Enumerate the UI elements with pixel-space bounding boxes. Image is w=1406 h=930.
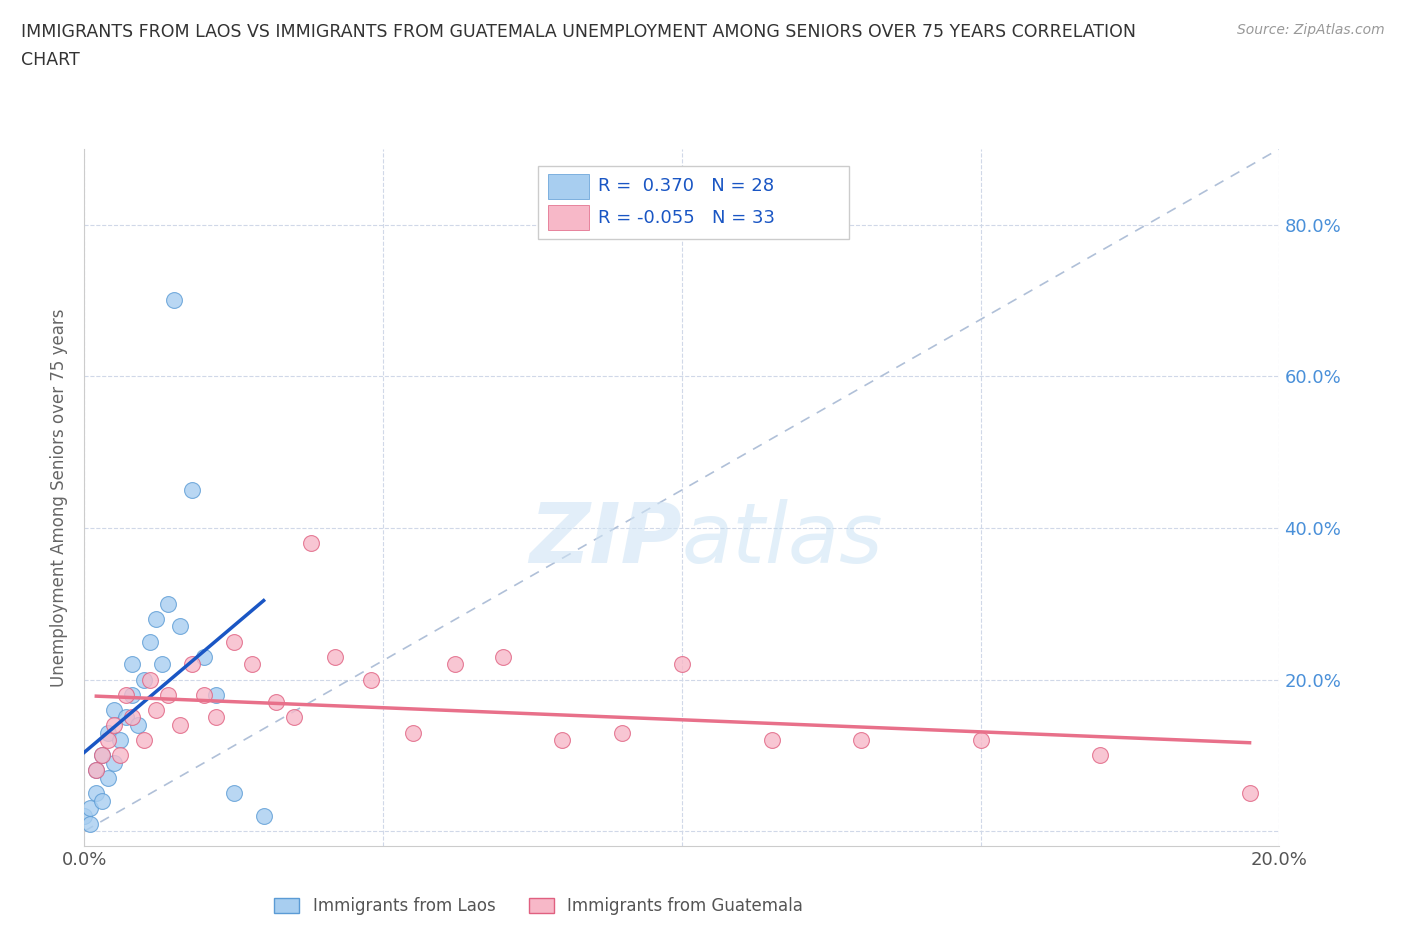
Point [169,718,191,733]
Text: R =  0.370   N = 28: R = 0.370 N = 28 [599,178,775,195]
Point [849,733,872,748]
Point [139,672,162,687]
Point [444,657,467,671]
Point [157,687,180,702]
Point [103,702,125,717]
Point [222,634,245,649]
Point [205,687,228,702]
Point [91,748,114,763]
Text: ZIP: ZIP [529,498,682,580]
Point [761,733,783,748]
Point [551,733,574,748]
Point [110,748,132,763]
Point [301,536,323,551]
Point [264,695,287,710]
FancyBboxPatch shape [548,174,589,199]
Point [150,657,173,671]
Point [86,786,108,801]
Text: R = -0.055   N = 33: R = -0.055 N = 33 [599,209,775,227]
Point [145,611,167,626]
Y-axis label: Unemployment Among Seniors over 75 years: Unemployment Among Seniors over 75 years [51,309,69,686]
Point [103,718,125,733]
Point [132,733,156,748]
Point [970,733,993,748]
Point [492,649,515,664]
FancyBboxPatch shape [548,206,589,231]
Point [73,808,96,823]
Point [180,483,204,498]
Point [163,293,186,308]
Point [145,702,167,717]
Point [402,725,425,740]
Point [97,771,120,786]
Point [360,672,382,687]
Legend: Immigrants from Laos, Immigrants from Guatemala: Immigrants from Laos, Immigrants from Gu… [267,890,810,922]
Point [79,817,101,831]
Point [180,657,204,671]
Point [91,748,114,763]
Point [121,687,143,702]
Point [253,808,276,823]
Point [169,619,191,634]
Point [323,649,347,664]
Point [671,657,693,671]
Point [115,687,138,702]
Point [193,649,215,664]
Point [121,657,143,671]
Point [121,710,143,724]
Point [97,733,120,748]
Point [283,710,305,724]
Point [86,763,108,777]
Point [157,596,180,611]
Point [79,801,101,816]
Point [110,733,132,748]
Text: CHART: CHART [21,51,80,69]
FancyBboxPatch shape [538,166,849,240]
Point [1239,786,1261,801]
Point [127,718,149,733]
Point [115,710,138,724]
Point [240,657,263,671]
Point [610,725,633,740]
Text: atlas: atlas [682,498,883,580]
Point [91,793,114,808]
Point [86,763,108,777]
Point [1090,748,1112,763]
Point [193,687,215,702]
Point [222,786,245,801]
Point [132,672,156,687]
Point [205,710,228,724]
Text: Source: ZipAtlas.com: Source: ZipAtlas.com [1237,23,1385,37]
Point [97,725,120,740]
Point [103,755,125,770]
Text: IMMIGRANTS FROM LAOS VS IMMIGRANTS FROM GUATEMALA UNEMPLOYMENT AMONG SENIORS OVE: IMMIGRANTS FROM LAOS VS IMMIGRANTS FROM … [21,23,1136,41]
Point [139,634,162,649]
